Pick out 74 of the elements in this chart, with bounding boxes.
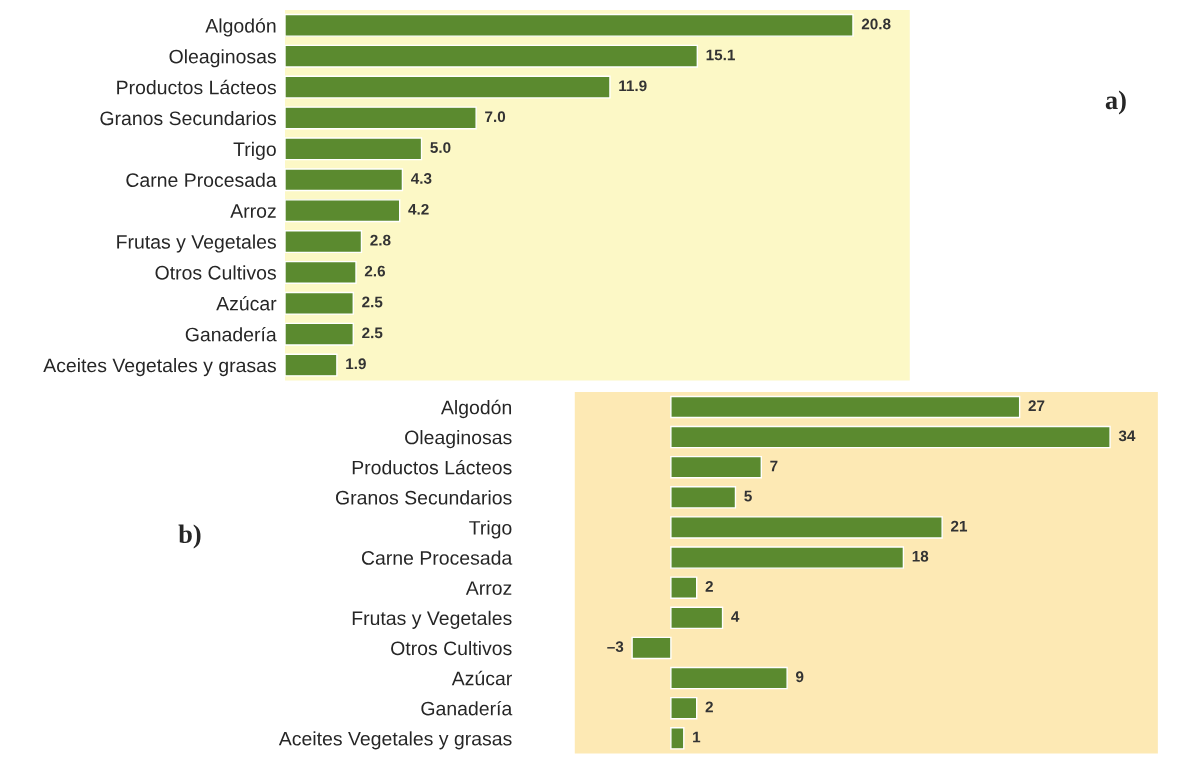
bar xyxy=(285,230,363,254)
y-tick-label: Carne Procesada xyxy=(361,550,513,565)
data-label: 18 xyxy=(912,550,929,562)
data-label: 7.0 xyxy=(485,111,506,123)
y-tick-label: Trigo xyxy=(233,141,276,160)
y-tick-label: Oleaginosas xyxy=(169,49,276,68)
data-label: –3 xyxy=(607,641,624,653)
bar xyxy=(285,137,423,161)
y-tick-label: Carne Procesada xyxy=(126,172,277,187)
y-tick-label: Productos Lácteos xyxy=(117,79,276,95)
y-tick-label: Productos Lácteos xyxy=(352,459,512,475)
bar xyxy=(670,486,737,509)
bar xyxy=(670,546,905,569)
y-tick-label: Algodón xyxy=(440,399,512,419)
bar xyxy=(670,696,698,720)
data-label: 2.8 xyxy=(370,234,391,246)
bar xyxy=(670,606,724,630)
data-label: 4.3 xyxy=(410,173,432,184)
bar xyxy=(285,44,699,68)
data-label: 4 xyxy=(731,611,740,622)
data-label: 7 xyxy=(770,460,778,472)
bar xyxy=(670,395,1021,419)
y-tick-label: Ganadería xyxy=(185,326,277,342)
data-label: 2.5 xyxy=(362,296,383,308)
bar xyxy=(285,13,854,37)
y-tick-label: Otros Cultivos xyxy=(155,265,276,280)
bar xyxy=(285,260,357,284)
y-tick-label: Aceites Vegetales y grasas xyxy=(43,358,276,377)
y-tick-label: Azúcar xyxy=(451,670,512,686)
data-label: 5.0 xyxy=(430,142,451,153)
bar xyxy=(670,576,698,599)
bar xyxy=(285,353,338,377)
y-tick-label: Trigo xyxy=(469,520,512,539)
bar xyxy=(631,636,672,660)
y-tick-label: Frutas y Vegetales xyxy=(352,610,512,629)
data-label: 9 xyxy=(796,671,804,683)
y-tick-label: Granos Secundarios xyxy=(100,110,276,126)
data-label: 27 xyxy=(1028,400,1045,411)
y-tick-label: Arroz xyxy=(465,581,512,595)
bar xyxy=(670,425,1111,449)
y-tick-label: Granos Secundarios xyxy=(336,490,512,505)
text: a) xyxy=(1105,90,1126,115)
data-label: 15.1 xyxy=(706,49,735,61)
data-label: 20.8 xyxy=(861,18,891,30)
y-tick-label: Aceites Vegetales y grasas xyxy=(278,731,512,750)
bar xyxy=(285,106,477,130)
bar xyxy=(670,516,943,539)
data-label: 21 xyxy=(951,520,968,532)
bar xyxy=(285,291,354,315)
y-tick-label: Algodón xyxy=(205,18,276,37)
bar xyxy=(670,666,788,690)
data-label: 34 xyxy=(1118,430,1136,442)
data-label: 5 xyxy=(744,490,752,502)
y-tick-label: Oleaginosas xyxy=(405,430,512,449)
bar xyxy=(285,168,404,192)
data-label: 2.6 xyxy=(364,265,386,277)
data-label: 4.2 xyxy=(408,203,429,215)
data-label: 11.9 xyxy=(619,80,647,92)
data-label: 2 xyxy=(705,701,713,713)
y-tick-label: Ganadería xyxy=(421,700,513,716)
data-label: 1.9 xyxy=(346,358,366,370)
text: b) xyxy=(178,524,201,549)
data-label: 1 xyxy=(693,731,701,743)
bar xyxy=(285,322,354,346)
y-tick-label: Frutas y Vegetales xyxy=(117,234,276,253)
data-label: 2.5 xyxy=(362,327,383,339)
bar xyxy=(670,455,762,479)
y-tick-label: Azúcar xyxy=(216,296,277,311)
y-tick-label: Otros Cultivos xyxy=(391,640,512,656)
bar xyxy=(285,199,401,223)
data-label: 2 xyxy=(705,581,713,592)
y-tick-label: Arroz xyxy=(230,204,276,218)
bar xyxy=(285,75,611,99)
bar xyxy=(670,727,685,750)
